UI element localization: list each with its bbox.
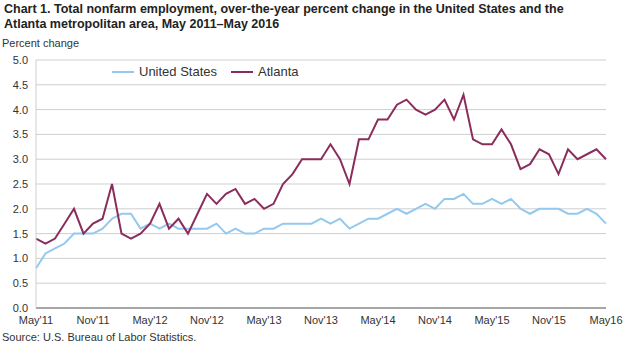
svg-text:May'15: May'15 (474, 314, 509, 326)
svg-text:May'13: May'13 (246, 314, 281, 326)
svg-text:1.5: 1.5 (13, 228, 28, 240)
svg-text:5.0: 5.0 (13, 54, 28, 66)
svg-text:1.0: 1.0 (13, 252, 28, 264)
svg-text:2.5: 2.5 (13, 178, 28, 190)
svg-text:4.5: 4.5 (13, 79, 28, 91)
html-text:Percent change: Percent change (2, 37, 80, 49)
svg-text:Nov'15: Nov'15 (532, 314, 566, 326)
svg-text:Nov'13: Nov'13 (304, 314, 338, 326)
svg-text:May'12: May'12 (132, 314, 167, 326)
svg-text:3.0: 3.0 (13, 153, 28, 165)
svg-text:3.5: 3.5 (13, 128, 28, 140)
svg-text:Nov'11: Nov'11 (76, 314, 109, 326)
svg-text:May'14: May'14 (360, 314, 395, 326)
html-text:Source: U.S. Bureau of Labor S: Source: U.S. Bureau of Labor Statistics. (2, 331, 197, 343)
svg-text:May16: May16 (589, 314, 618, 326)
html-text:United States: United States (139, 64, 217, 79)
svg-text:4.0: 4.0 (13, 104, 28, 116)
svg-text:May'11: May'11 (19, 314, 53, 326)
html-text:Atlanta: Atlanta (258, 64, 299, 79)
svg-text:Nov'12: Nov'12 (190, 314, 224, 326)
html-text:Chart 1. Total nonfarm employm: Chart 1. Total nonfarm employment, over-… (4, 2, 564, 31)
svg-text:0.0: 0.0 (13, 302, 28, 314)
svg-text:0.5: 0.5 (13, 277, 28, 289)
svg-text:Nov'14: Nov'14 (418, 314, 452, 326)
svg-text:2.0: 2.0 (13, 203, 28, 215)
